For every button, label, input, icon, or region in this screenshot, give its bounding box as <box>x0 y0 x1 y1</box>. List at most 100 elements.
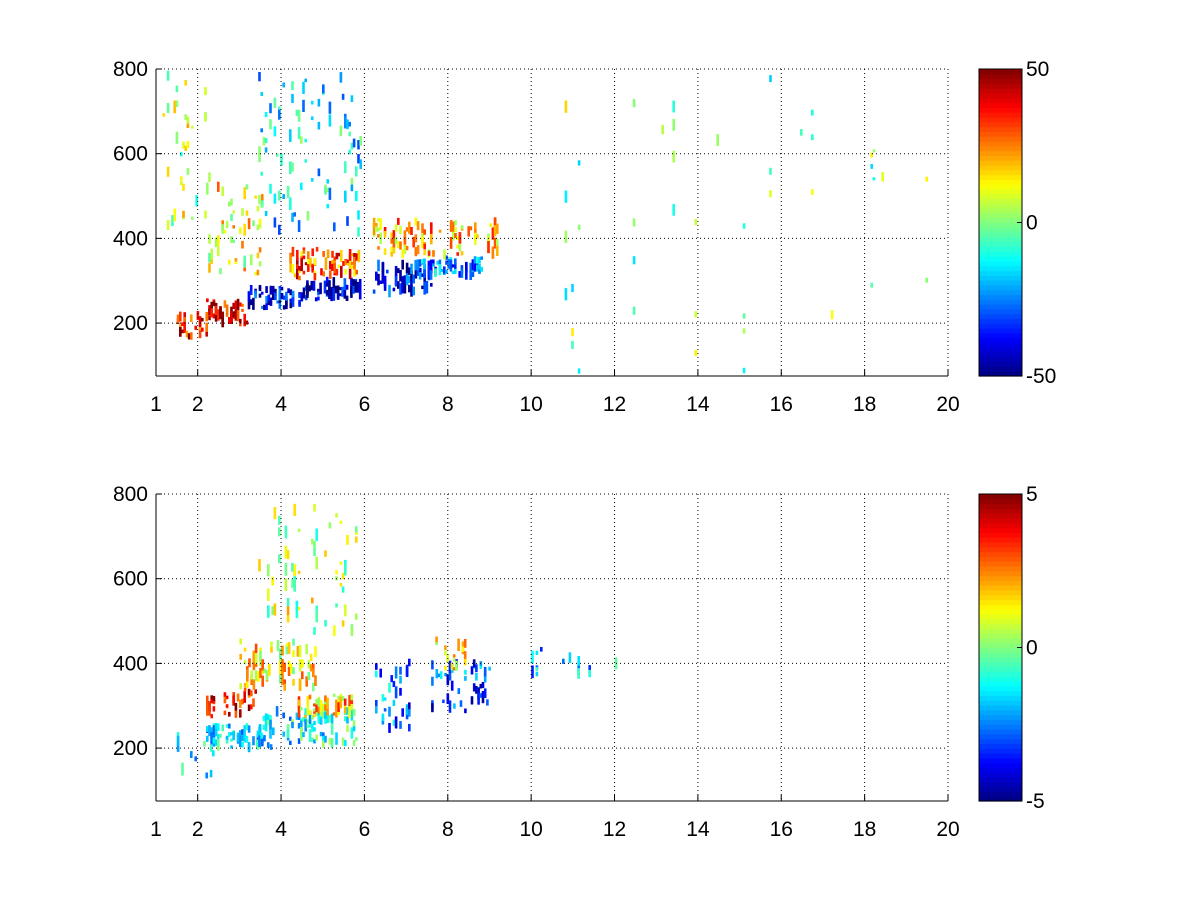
heatmap-cell <box>267 294 271 301</box>
heatmap-cell <box>423 249 426 256</box>
heatmap-cell <box>291 297 295 307</box>
heatmap-cell <box>311 737 314 742</box>
colorbar-swatch <box>979 637 1022 644</box>
heatmap-cell <box>260 305 264 309</box>
heatmap-cell <box>256 252 260 259</box>
heatmap-cell <box>317 98 321 107</box>
heatmap-cell <box>446 693 450 702</box>
colorbar-swatch <box>979 633 1022 639</box>
heatmap-cell <box>571 328 574 337</box>
colorbar-swatch <box>979 671 1022 677</box>
heatmap-cell <box>283 679 286 687</box>
heatmap-cell <box>228 732 231 737</box>
heatmap-cell <box>491 227 495 240</box>
heatmap-cell <box>219 733 222 738</box>
heatmap-cell <box>577 656 580 667</box>
heatmap-cell <box>315 247 319 252</box>
heatmap-cell <box>259 650 262 661</box>
heatmap-cell <box>477 692 480 705</box>
heatmap-cell <box>239 653 242 660</box>
heatmap-cell <box>351 261 354 265</box>
heatmap-cell <box>925 277 928 283</box>
heatmap-cell <box>234 309 238 321</box>
heatmap-cell <box>291 290 295 301</box>
heatmap-cell <box>449 259 453 270</box>
x-tick-label: 18 <box>853 818 876 841</box>
heatmap-cell <box>282 731 285 737</box>
heatmap-cell <box>300 720 303 733</box>
heatmap-cell <box>322 84 325 94</box>
heatmap-cell <box>285 291 288 301</box>
heatmap-cell <box>352 138 356 148</box>
heatmap-cell <box>311 727 314 733</box>
heatmap-cell <box>453 703 456 709</box>
colorbar-swatch <box>979 685 1022 692</box>
colorbar-swatch <box>979 193 1022 200</box>
heatmap-cell <box>184 145 187 151</box>
heatmap-cell <box>535 650 539 655</box>
heatmap-cell <box>214 305 218 316</box>
heatmap-cell <box>298 299 301 305</box>
colorbar-swatch <box>979 623 1022 629</box>
heatmap-cell <box>271 293 275 300</box>
heatmap-cell <box>307 257 310 266</box>
heatmap-cell <box>344 259 347 265</box>
colorbar-swatch <box>979 666 1022 673</box>
heatmap-cell <box>217 723 220 731</box>
heatmap-cell <box>448 700 452 713</box>
heatmap-cell <box>194 325 197 330</box>
colorbar-swatch <box>979 212 1022 219</box>
heatmap-cell <box>480 256 483 260</box>
colorbar-swatch <box>979 690 1022 697</box>
y-tick-label: 400 <box>113 652 148 675</box>
heatmap-cell <box>332 288 336 300</box>
colorbar-swatch <box>979 136 1022 142</box>
heatmap-cell <box>230 236 233 244</box>
heatmap-cell <box>289 289 293 296</box>
heatmap-cell <box>312 280 316 291</box>
x-tick-label: 6 <box>359 818 371 841</box>
heatmap-cell <box>416 259 420 271</box>
heatmap-cell <box>540 647 543 652</box>
heatmap-cell <box>228 317 231 324</box>
heatmap-cell <box>355 269 358 275</box>
heatmap-cell <box>381 262 385 273</box>
heatmap-cell <box>315 528 318 542</box>
heatmap-cell <box>206 726 209 733</box>
heatmap-cell <box>454 220 457 226</box>
colorbar-swatch <box>979 294 1022 300</box>
heatmap-cell <box>254 643 258 655</box>
heatmap-cell <box>632 218 636 227</box>
heatmap-cell <box>478 263 481 270</box>
heatmap-cell <box>344 190 347 203</box>
heatmap-cell <box>474 222 477 235</box>
heatmap-cell <box>350 709 354 721</box>
heatmap-cell <box>283 683 286 691</box>
heatmap-cell <box>564 190 568 203</box>
heatmap-cell <box>742 313 746 319</box>
colorbar-tick-label: 5 <box>1026 483 1038 506</box>
heatmap-cell <box>304 708 307 720</box>
heatmap-cell <box>210 695 213 700</box>
heatmap-cell <box>309 664 313 672</box>
heatmap-cell <box>335 570 338 575</box>
heatmap-cell <box>377 246 380 250</box>
colorbar-swatch <box>979 289 1022 296</box>
heatmap-cell <box>375 222 378 229</box>
heatmap-cell <box>247 218 251 230</box>
heatmap-cell <box>410 279 413 290</box>
heatmap-cell <box>241 741 244 748</box>
heatmap-cell <box>460 225 464 230</box>
heatmap-cell <box>322 735 325 744</box>
heatmap-cell <box>469 262 472 273</box>
heatmap-cell <box>328 288 331 300</box>
colorbar-swatch <box>979 179 1022 185</box>
colorbar-swatch <box>979 160 1022 166</box>
heatmap-cell <box>769 167 772 175</box>
heatmap-cell <box>435 636 438 643</box>
heatmap-cell <box>234 702 238 711</box>
heatmap-cell <box>346 259 350 264</box>
heatmap-cell <box>191 216 194 220</box>
colorbar-swatch <box>979 78 1022 84</box>
heatmap-cell <box>416 245 420 255</box>
